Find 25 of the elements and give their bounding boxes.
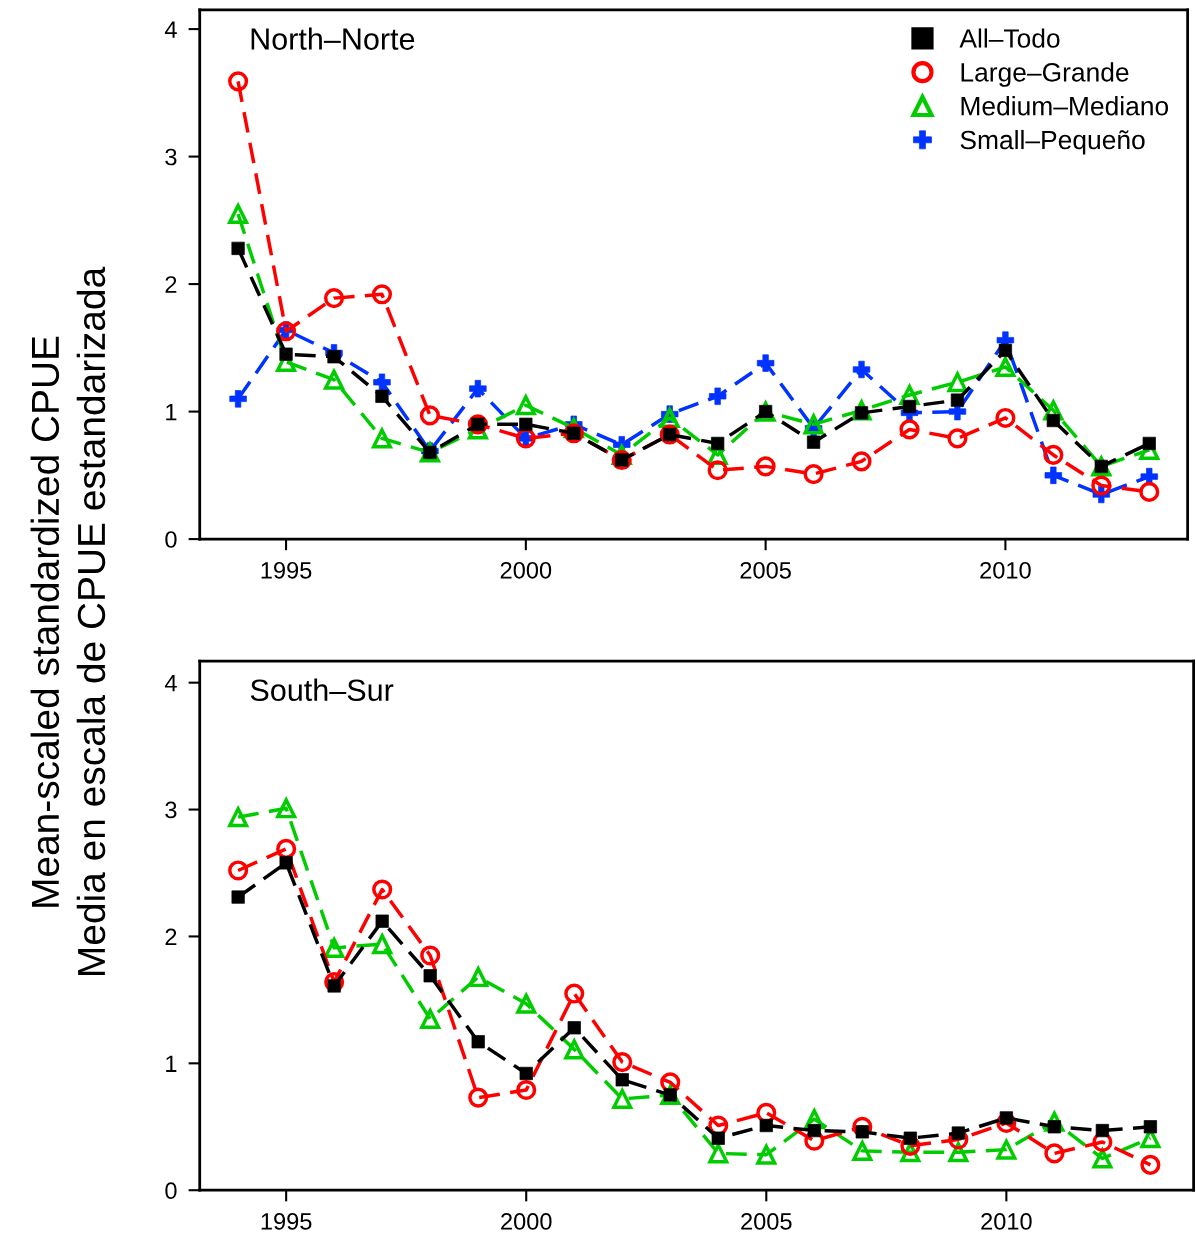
chart-title: North–Norte [251, 27, 415, 50]
x-tick-label: 2005 [740, 561, 791, 579]
legend-label: Large–Grande [961, 62, 1129, 87]
legend-label: Medium–Mediano [961, 96, 1169, 116]
y-tick-label: 1 [166, 403, 177, 421]
y-axis-title: Mean-scaled standardized CPUE Media en escala de CPUE estandarizada [30, 266, 106, 975]
y-tick-label: 2 [165, 928, 177, 945]
x-tick-label: 2000 [500, 561, 552, 579]
x-tick-label: 2010 [980, 561, 1031, 579]
y-tick-label: 0 [165, 1182, 177, 1200]
legend-label: All–Todo [959, 28, 1060, 48]
y-tick-label: 4 [164, 674, 177, 692]
y-tick-label: 2 [165, 276, 177, 293]
y-tick-label: 3 [165, 148, 177, 166]
x-tick-label: 2005 [741, 1213, 792, 1230]
x-tick-label: 1995 [261, 1213, 312, 1230]
legend-label: Small–Pequeño [960, 129, 1145, 155]
y-tick-label: 3 [165, 801, 177, 819]
x-tick-label: 2010 [981, 1213, 1032, 1230]
x-tick-label: 1995 [261, 561, 312, 579]
y-tick-label: 4 [164, 21, 177, 38]
y-tick-label: 0 [165, 531, 177, 548]
chart-title: South–Sur [250, 678, 394, 702]
x-tick-label: 2000 [501, 1213, 552, 1230]
y-tick-label: 1 [166, 1055, 177, 1072]
